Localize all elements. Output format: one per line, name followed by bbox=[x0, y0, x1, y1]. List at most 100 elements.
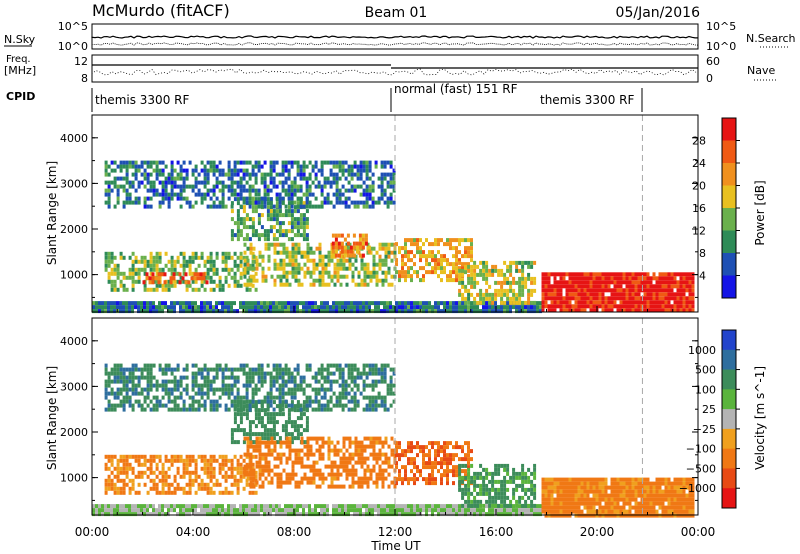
data-cell bbox=[98, 305, 101, 310]
data-cell bbox=[230, 184, 234, 189]
data-cell bbox=[574, 497, 578, 502]
data-cell bbox=[598, 477, 602, 482]
data-cell bbox=[455, 453, 458, 458]
data-cell bbox=[315, 262, 319, 267]
data-cell bbox=[224, 305, 227, 310]
data-cell bbox=[387, 282, 391, 287]
data-cell bbox=[285, 278, 289, 283]
data-cell bbox=[544, 304, 548, 309]
data-cell bbox=[218, 466, 222, 471]
data-cell bbox=[254, 482, 258, 487]
data-cell bbox=[574, 505, 578, 510]
data-cell bbox=[637, 308, 641, 313]
data-cell bbox=[245, 237, 249, 242]
data-cell bbox=[209, 478, 213, 483]
data-cell bbox=[270, 440, 274, 445]
data-cell bbox=[113, 512, 116, 517]
data-cell bbox=[146, 263, 150, 268]
data-cell bbox=[652, 288, 656, 293]
data-cell bbox=[293, 176, 297, 181]
data-cell bbox=[634, 485, 638, 490]
data-cell bbox=[458, 463, 462, 468]
data-cell bbox=[407, 254, 410, 259]
data-cell bbox=[565, 292, 569, 297]
data-cell bbox=[533, 471, 537, 476]
data-cell bbox=[592, 497, 596, 502]
data-cell bbox=[155, 287, 159, 292]
data-cell bbox=[294, 460, 298, 465]
data-cell bbox=[637, 481, 641, 486]
data-cell bbox=[227, 184, 231, 189]
data-cell bbox=[380, 184, 384, 189]
data-cell bbox=[266, 192, 270, 197]
data-cell bbox=[267, 444, 271, 449]
data-cell bbox=[515, 305, 518, 310]
data-cell bbox=[673, 308, 677, 313]
data-cell bbox=[164, 283, 168, 288]
data-cell bbox=[297, 246, 301, 251]
data-cell bbox=[652, 513, 656, 518]
data-cell bbox=[320, 160, 324, 165]
data-cell bbox=[592, 308, 596, 313]
data-cell bbox=[276, 464, 280, 469]
data-cell bbox=[143, 470, 147, 475]
data-cell bbox=[544, 497, 548, 502]
data-cell bbox=[182, 184, 186, 189]
data-cell bbox=[191, 204, 195, 209]
data-cell bbox=[541, 296, 545, 301]
data-cell bbox=[375, 472, 379, 477]
data-cell bbox=[326, 508, 329, 513]
data-cell bbox=[110, 478, 114, 483]
data-cell bbox=[182, 309, 185, 314]
data-cell bbox=[556, 513, 560, 518]
data-cell bbox=[191, 255, 195, 260]
data-cell bbox=[527, 260, 531, 265]
data-cell bbox=[634, 280, 638, 285]
data-cell bbox=[279, 266, 283, 271]
data-cell bbox=[140, 305, 143, 310]
data-cell bbox=[479, 471, 483, 476]
data-cell bbox=[434, 258, 437, 263]
data-cell bbox=[482, 296, 486, 301]
data-cell bbox=[279, 444, 283, 449]
data-cell bbox=[113, 287, 117, 292]
data-cell bbox=[149, 478, 153, 483]
data-cell bbox=[260, 164, 264, 169]
data-cell bbox=[547, 493, 551, 498]
data-cell bbox=[245, 412, 249, 417]
data-cell bbox=[556, 497, 560, 502]
data-cell bbox=[239, 233, 243, 238]
data-cell bbox=[631, 489, 635, 494]
data-cell bbox=[294, 242, 298, 247]
data-cell bbox=[297, 262, 301, 267]
data-cell bbox=[161, 184, 165, 189]
data-cell bbox=[613, 485, 617, 490]
data-cell bbox=[134, 196, 138, 201]
data-cell bbox=[309, 274, 313, 279]
data-cell bbox=[613, 489, 617, 494]
data-cell bbox=[158, 504, 161, 509]
data-cell bbox=[685, 296, 689, 301]
data-cell bbox=[353, 305, 356, 310]
data-cell bbox=[314, 164, 318, 169]
data-cell bbox=[199, 276, 203, 281]
data-cell bbox=[355, 241, 359, 246]
data-cell bbox=[272, 180, 276, 185]
data-cell bbox=[312, 464, 316, 469]
data-cell bbox=[107, 188, 111, 193]
data-cell bbox=[455, 238, 458, 243]
data-cell bbox=[146, 301, 149, 306]
nsky-traces bbox=[91, 35, 699, 46]
data-cell bbox=[371, 188, 375, 193]
data-cell bbox=[182, 470, 186, 475]
data-cell bbox=[179, 309, 182, 314]
data-cell bbox=[565, 493, 569, 498]
data-cell bbox=[291, 270, 295, 275]
data-cell bbox=[320, 188, 324, 193]
data-cell bbox=[664, 308, 668, 313]
data-cell bbox=[357, 440, 361, 445]
data-cell bbox=[357, 460, 361, 465]
data-cell bbox=[122, 504, 125, 509]
data-cell bbox=[372, 480, 376, 485]
data-cell bbox=[206, 188, 210, 193]
